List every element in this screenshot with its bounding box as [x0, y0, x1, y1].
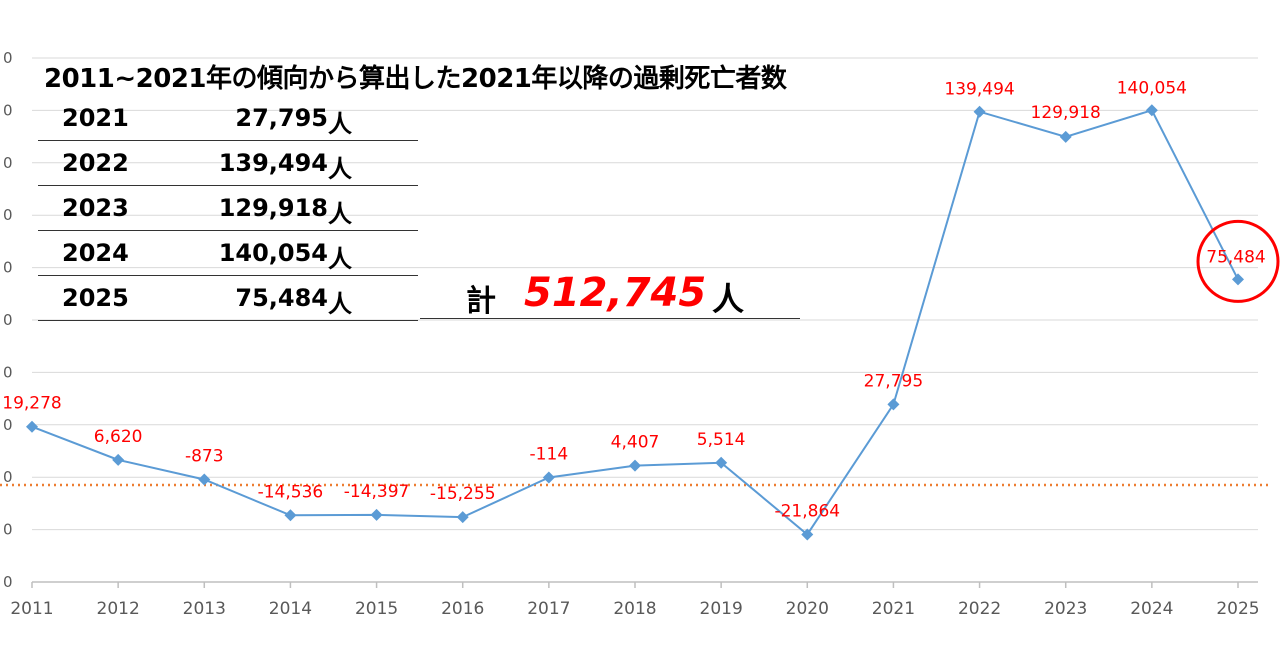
x-tick-label: 2022 [958, 599, 1001, 619]
x-tick-label: 2014 [269, 599, 312, 619]
row-unit: 人 [328, 110, 352, 138]
data-label: 5,514 [697, 430, 746, 450]
y-tick-label: 0 [3, 206, 13, 224]
total-box: 計 512,745 人 [420, 270, 800, 319]
x-tick-label: 2021 [872, 599, 915, 619]
x-tick-label: 2015 [355, 599, 398, 619]
highlight-circle [1196, 219, 1280, 303]
row-unit: 人 [328, 290, 352, 318]
x-tick-label: 2011 [10, 599, 53, 619]
x-tick-label: 2016 [441, 599, 484, 619]
data-label: -14,397 [344, 482, 410, 502]
data-label: 4,407 [611, 433, 660, 453]
chart-title: 2011~2021年の傾向から算出した2021年以降の過剰死亡者数 [44, 64, 787, 94]
data-label: 75,484 [1206, 247, 1265, 267]
data-point [112, 453, 125, 466]
x-tick-label: 2017 [527, 599, 570, 619]
y-tick-label: 0 [3, 154, 13, 172]
row-unit: 人 [328, 155, 352, 183]
data-point [456, 511, 469, 524]
data-point [801, 528, 814, 541]
row-value: 129,918 [218, 194, 328, 222]
row-year: 2025 [62, 284, 129, 312]
data-label: -21,864 [774, 501, 840, 521]
data-point [198, 473, 211, 486]
x-tick-label: 2020 [786, 599, 829, 619]
data-point [973, 105, 986, 118]
y-tick-label: 0 [3, 49, 13, 67]
table-row: 2024 140,054 人 [38, 231, 418, 276]
total-unit: 人 [712, 280, 745, 318]
data-label: 19,278 [2, 394, 61, 414]
x-tick-label: 2019 [700, 599, 743, 619]
y-tick-label: 0 [3, 416, 13, 434]
row-value: 140,054 [218, 239, 328, 267]
total-value: 512,745 [524, 270, 707, 316]
data-point [542, 471, 555, 484]
data-point [715, 456, 728, 469]
data-point [1232, 273, 1244, 286]
row-unit: 人 [328, 245, 352, 273]
data-label: -14,536 [258, 482, 324, 502]
row-year: 2021 [62, 104, 129, 132]
data-point [284, 509, 297, 522]
x-tick-label: 2018 [613, 599, 656, 619]
x-tick-label: 2013 [183, 599, 226, 619]
data-label: -15,255 [430, 484, 496, 504]
y-tick-label: 0 [3, 259, 13, 277]
data-point [1145, 104, 1158, 117]
x-tick-label: 2025 [1216, 599, 1259, 619]
data-label: -114 [530, 444, 569, 464]
row-unit: 人 [328, 200, 352, 228]
table-row: 2025 75,484 人 [38, 276, 418, 321]
y-tick-label: 0 [3, 468, 13, 486]
row-year: 2024 [62, 239, 129, 267]
row-value: 139,494 [218, 149, 328, 177]
data-label: 139,494 [944, 80, 1014, 100]
data-label: 6,620 [94, 427, 143, 447]
x-tick-label: 2023 [1044, 599, 1087, 619]
y-tick-label: 0 [3, 101, 13, 119]
excess-deaths-table: 2021 27,795 人 2022 139,494 人 2023 129,91… [38, 96, 418, 321]
data-points [26, 104, 1244, 541]
row-year: 2023 [62, 194, 129, 222]
x-axis: 2011 2012 2013 2014 2015 2016 2017 2018 2019 2020… [10, 581, 1260, 619]
data-point [1059, 130, 1072, 143]
data-label: -873 [185, 446, 224, 466]
data-point [26, 420, 38, 433]
y-tick-label: 0 [3, 311, 13, 329]
table-row: 2021 27,795 人 [38, 96, 418, 141]
y-tick-label: 0 [3, 521, 13, 539]
x-tick-label: 2024 [1130, 599, 1173, 619]
row-value: 27,795 [235, 104, 328, 132]
y-tick-label: 0 [3, 363, 13, 381]
table-row: 2022 139,494 人 [38, 141, 418, 186]
x-tick-label: 2012 [97, 599, 140, 619]
data-label: 129,918 [1031, 103, 1101, 123]
data-point [370, 508, 383, 521]
data-labels: 19,278 6,620 -873 -14,536 -14,397 -15,255 -114… [2, 78, 1265, 521]
y-axis-tick-labels: 0 0 0 0 0 0 0 0 0 0 0 [3, 49, 13, 591]
total-label: 計 [466, 284, 496, 319]
data-label: 27,795 [864, 371, 923, 391]
data-label: 140,054 [1117, 78, 1187, 98]
data-point [887, 398, 900, 411]
row-value: 75,484 [235, 284, 328, 312]
table-row: 2023 129,918 人 [38, 186, 418, 231]
y-tick-label: 0 [3, 573, 13, 591]
data-point [629, 459, 641, 472]
row-year: 2022 [62, 149, 129, 177]
